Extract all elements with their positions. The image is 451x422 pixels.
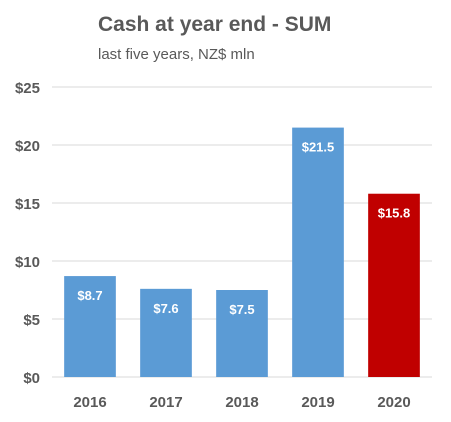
data-label: $8.7 xyxy=(77,288,102,303)
bar-2020 xyxy=(368,193,420,377)
chart-title: Cash at year end - SUM xyxy=(98,13,332,36)
data-label: $15.8 xyxy=(378,206,411,221)
bar-2017 xyxy=(140,288,192,377)
data-labels: $8.7 $7.6 $7.5 $21.5 $15.8 xyxy=(77,140,410,317)
data-label: $21.5 xyxy=(302,140,335,155)
x-tick-label: 2019 xyxy=(301,394,334,411)
data-label: $7.6 xyxy=(153,301,178,316)
bar-2016 xyxy=(64,276,116,377)
y-tick-label: $5 xyxy=(23,312,40,329)
y-tick-label: $15 xyxy=(15,196,40,213)
y-tick-label: $25 xyxy=(15,80,40,97)
bars xyxy=(64,127,420,377)
x-axis-ticks: 2016 2017 2018 2019 2020 xyxy=(73,394,410,411)
x-tick-label: 2020 xyxy=(377,394,410,411)
bar-2018 xyxy=(216,290,268,377)
y-tick-label: $10 xyxy=(15,254,40,271)
x-tick-label: 2018 xyxy=(225,394,258,411)
x-tick-label: 2017 xyxy=(149,394,182,411)
x-tick-label: 2016 xyxy=(73,394,106,411)
y-axis-ticks: $0 $5 $10 $15 $20 $25 xyxy=(15,80,40,387)
bar-2019 xyxy=(292,127,344,377)
y-tick-label: $0 xyxy=(23,370,40,387)
chart-subtitle: last five years, NZ$ mln xyxy=(98,46,255,63)
y-tick-label: $20 xyxy=(15,138,40,155)
data-label: $7.5 xyxy=(229,302,254,317)
